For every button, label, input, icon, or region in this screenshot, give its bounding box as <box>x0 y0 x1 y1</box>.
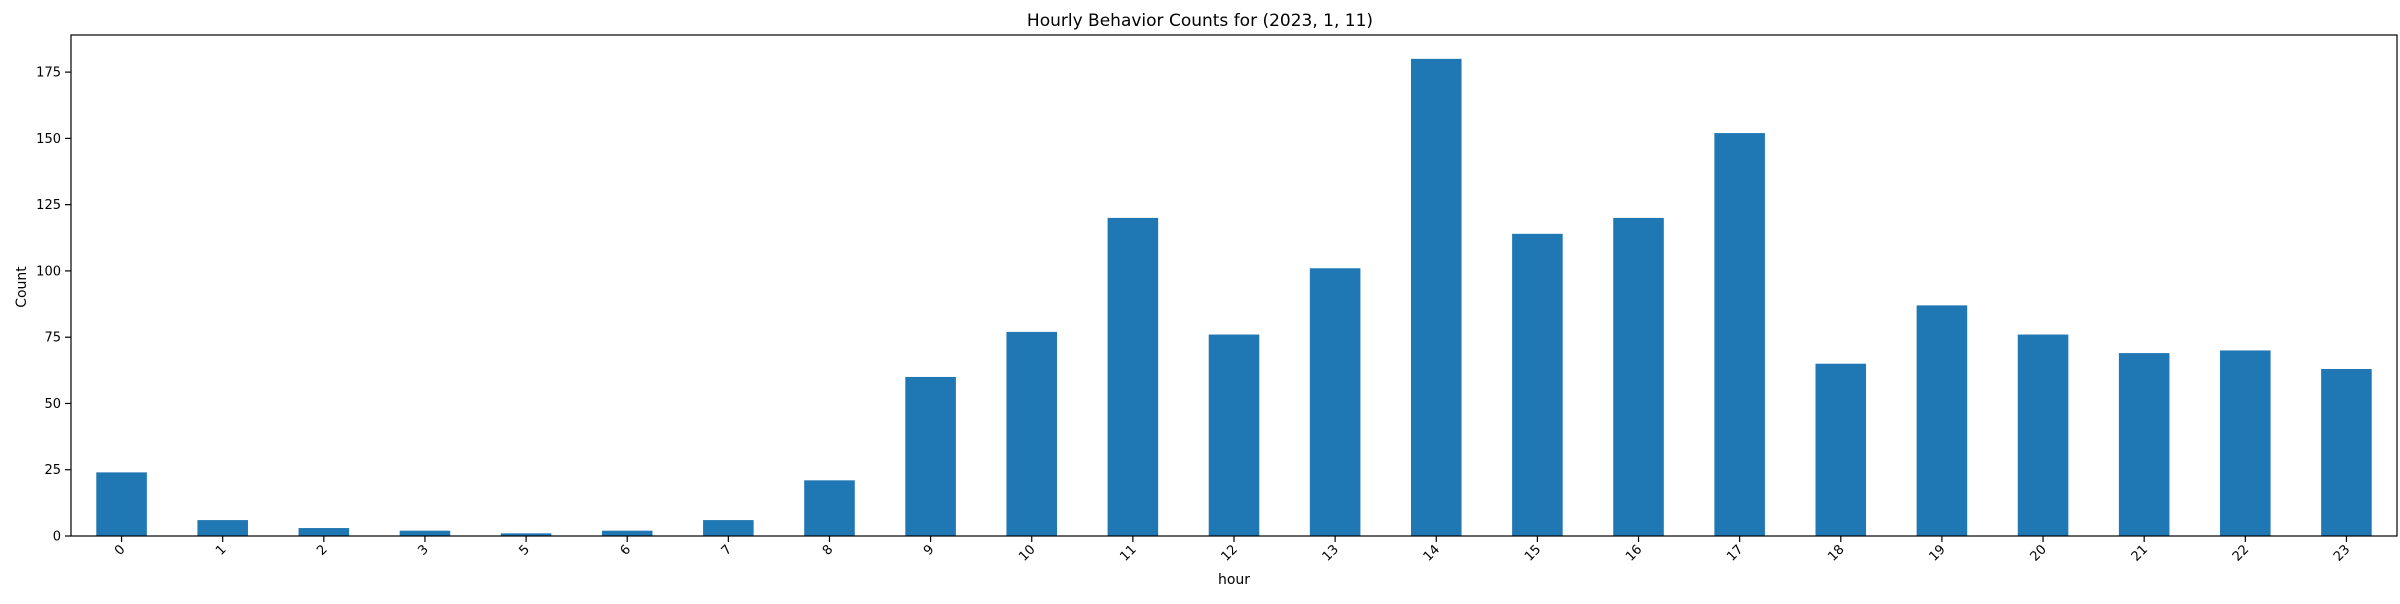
bar-hour-7 <box>703 520 754 536</box>
x-tick-label: 19 <box>1926 542 1948 564</box>
bar-hour-14 <box>1410 58 1462 536</box>
chart-title: Hourly Behavior Counts for (2023, 1, 11) <box>1027 11 1373 31</box>
plot-frame <box>70 34 2398 537</box>
bar-hour-20 <box>2017 334 2069 536</box>
bar-hour-21 <box>2118 353 2170 536</box>
y-tick-label: 0 <box>53 530 61 545</box>
x-tick-label: 13 <box>1320 542 1342 564</box>
x-tick-label: 1 <box>213 542 229 558</box>
x-tick-label: 6 <box>618 542 634 558</box>
x-tick-label: 14 <box>1421 542 1443 564</box>
bar-hour-10 <box>1006 331 1058 536</box>
bar-hour-22 <box>2220 350 2271 536</box>
y-tick-label: 75 <box>44 331 61 346</box>
bar-hour-18 <box>1815 363 1867 536</box>
bar-hour-0 <box>96 472 147 536</box>
x-tick-label: 5 <box>516 542 532 558</box>
y-axis: 0 25 50 75 100 125 150 175 <box>36 66 71 545</box>
bar-hour-9 <box>905 376 956 536</box>
y-tick-label: 50 <box>44 397 61 412</box>
bar-hour-13 <box>1309 268 1361 536</box>
x-tick-label: 10 <box>1016 542 1038 564</box>
bar-hour-1 <box>197 520 248 536</box>
x-axis: 0 1 2 3 5 6 7 8 9 10 11 12 13 14 15 16 17 18 19 20 21 22 23 <box>112 536 2353 565</box>
x-tick-label: 18 <box>1825 542 1847 564</box>
bar-hour-12 <box>1208 334 1260 536</box>
x-tick-label: 17 <box>1724 542 1746 564</box>
bars <box>96 58 2372 537</box>
x-tick-label: 3 <box>415 542 431 558</box>
x-tick-label: 22 <box>2230 542 2252 564</box>
bar-hour-3 <box>399 530 451 536</box>
y-tick-label: 150 <box>36 132 61 147</box>
x-tick-label: 11 <box>1117 542 1139 564</box>
bar-hour-5 <box>500 533 552 536</box>
y-tick-label: 100 <box>36 264 61 279</box>
x-tick-label: 16 <box>1623 542 1645 564</box>
bar-hour-17 <box>1714 133 1765 537</box>
bar-hour-11 <box>1107 217 1159 536</box>
x-tick-label: 0 <box>112 542 128 558</box>
x-tick-label: 8 <box>820 542 836 558</box>
bar-hour-6 <box>601 530 653 536</box>
x-tick-label: 15 <box>1522 542 1544 564</box>
x-axis-title: hour <box>1218 572 1250 588</box>
y-tick-label: 175 <box>36 66 61 81</box>
x-tick-label: 7 <box>719 542 735 558</box>
x-tick-label: 21 <box>2129 542 2151 564</box>
y-tick-label: 25 <box>44 463 61 478</box>
x-tick-label: 2 <box>314 542 330 558</box>
bar-hour-19 <box>1916 305 1968 536</box>
x-tick-label: 9 <box>921 542 937 558</box>
x-tick-label: 12 <box>1219 542 1241 564</box>
bar-hour-16 <box>1613 217 1664 536</box>
x-tick-label: 23 <box>2331 542 2353 564</box>
bar-hour-15 <box>1512 233 1563 537</box>
bar-hour-8 <box>804 480 855 536</box>
bar-hour-23 <box>2321 369 2372 536</box>
y-tick-label: 125 <box>36 198 61 213</box>
x-tick-label: 20 <box>2028 542 2050 564</box>
y-axis-title: Count <box>14 266 30 308</box>
bar-hour-2 <box>298 528 350 536</box>
